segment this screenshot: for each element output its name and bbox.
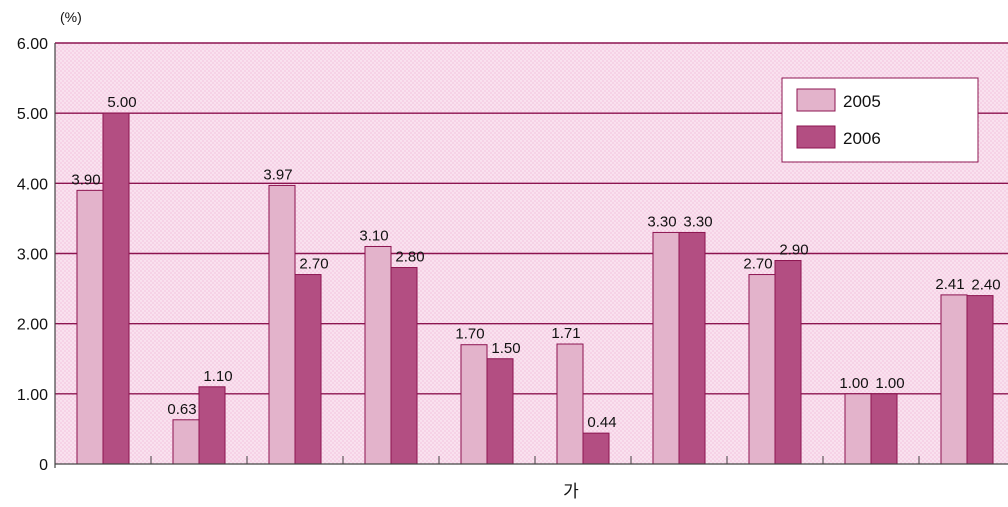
data-label-2005-6: 1.71 bbox=[551, 325, 580, 342]
bar-2005-10 bbox=[940, 294, 968, 465]
y-tick-label: 0 bbox=[39, 457, 48, 474]
data-label-2006-3: 2.70 bbox=[299, 256, 328, 273]
bar-2005-3 bbox=[268, 184, 296, 465]
bar-2005-6 bbox=[556, 343, 584, 465]
y-tick-label: 4.00 bbox=[17, 176, 48, 193]
data-label-2005-2: 0.63 bbox=[167, 401, 196, 418]
bar-2006-5 bbox=[486, 358, 514, 465]
legend: 2005 2006 bbox=[781, 77, 979, 163]
bar-2006-9 bbox=[870, 393, 898, 465]
y-tick-label: 2.00 bbox=[17, 317, 48, 334]
legend-label-2006: 2006 bbox=[843, 129, 881, 148]
bar-2006-3 bbox=[294, 274, 322, 465]
data-labels: 3.90 5.00 0.63 1.10 3.97 2.70 3.10 2.80 1.70 1.50… bbox=[71, 94, 1000, 431]
axes: 0 1.00 2.00 3.00 4.00 5.00 6.00 bbox=[17, 36, 1008, 474]
bars bbox=[76, 112, 994, 465]
data-label-2006-6: 0.44 bbox=[587, 414, 616, 431]
bar-2005-4 bbox=[364, 245, 392, 465]
data-label-2006-1: 5.00 bbox=[107, 94, 136, 111]
y-tick-label: 1.00 bbox=[17, 387, 48, 404]
bar-2006-7 bbox=[678, 231, 706, 465]
data-label-2006-5: 1.50 bbox=[491, 340, 520, 357]
bar-2005-9 bbox=[844, 393, 872, 465]
x-axis-title: 가 bbox=[563, 482, 579, 501]
bar-2006-10 bbox=[966, 295, 994, 465]
y-unit-label: (%) bbox=[60, 9, 82, 25]
data-label-2005-10: 2.41 bbox=[935, 276, 964, 293]
legend-swatch-2006 bbox=[796, 125, 836, 149]
legend-label-2005: 2005 bbox=[843, 92, 881, 111]
data-label-2006-4: 2.80 bbox=[395, 249, 424, 266]
bar-2005-8 bbox=[748, 274, 776, 465]
data-label-2005-1: 3.90 bbox=[71, 171, 100, 188]
data-label-2005-7: 3.30 bbox=[647, 213, 676, 230]
bar-2005-2 bbox=[172, 419, 200, 465]
legend-swatch-2005 bbox=[796, 88, 836, 112]
y-tick-label: 5.00 bbox=[17, 106, 48, 123]
data-label-2006-8: 2.90 bbox=[779, 242, 808, 259]
data-label-2006-9: 1.00 bbox=[875, 375, 904, 392]
y-tick-label: 6.00 bbox=[17, 36, 48, 53]
bar-2005-7 bbox=[652, 231, 680, 465]
data-label-2006-10: 2.40 bbox=[971, 277, 1000, 294]
data-label-2005-4: 3.10 bbox=[359, 227, 388, 244]
bar-2006-1 bbox=[102, 112, 130, 465]
data-label-2005-9: 1.00 bbox=[839, 375, 868, 392]
bar-2006-6 bbox=[582, 432, 610, 465]
data-label-2005-8: 2.70 bbox=[743, 256, 772, 273]
bar-2005-5 bbox=[460, 344, 488, 465]
bar-2006-4 bbox=[390, 267, 418, 465]
bar-2006-2 bbox=[198, 386, 226, 465]
bar-2006-8 bbox=[774, 260, 802, 465]
data-label-2006-7: 3.30 bbox=[683, 213, 712, 230]
data-label-2006-2: 1.10 bbox=[203, 368, 232, 385]
data-label-2005-5: 1.70 bbox=[455, 326, 484, 343]
y-tick-label: 3.00 bbox=[17, 247, 48, 264]
data-label-2005-3: 3.97 bbox=[263, 166, 292, 183]
bar-2005-1 bbox=[76, 189, 104, 465]
